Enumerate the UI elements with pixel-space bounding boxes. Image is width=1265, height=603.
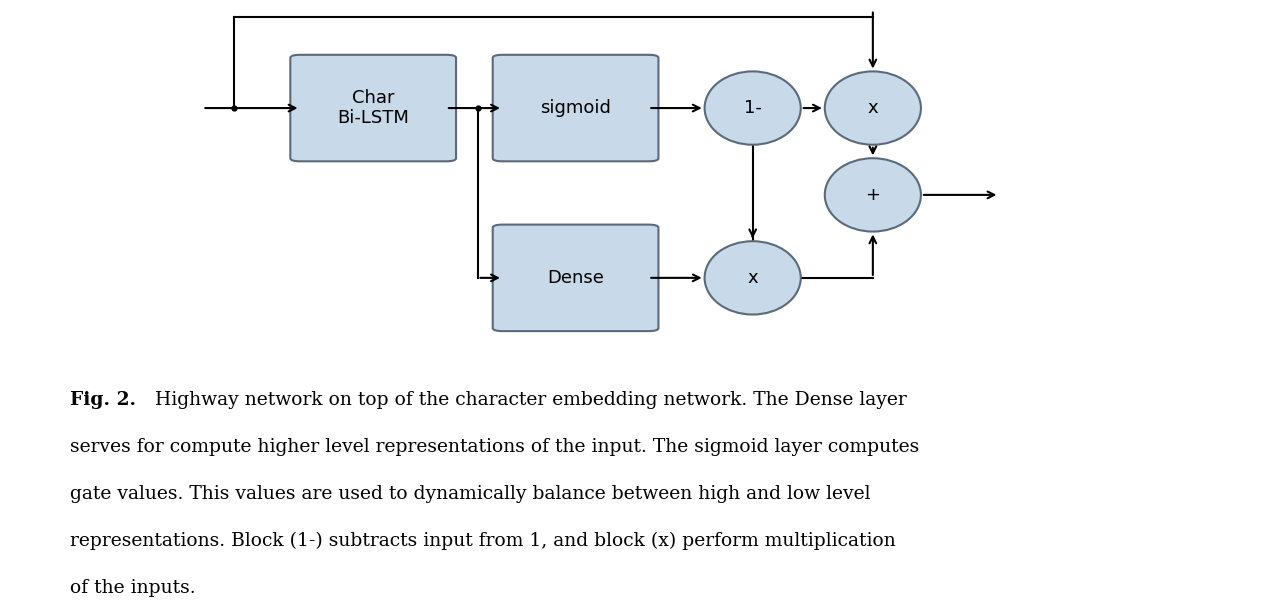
Text: Highway network on top of the character embedding network. The Dense layer: Highway network on top of the character … (149, 391, 907, 409)
Text: Fig. 2.: Fig. 2. (70, 391, 135, 409)
Text: Char
Bi-LSTM: Char Bi-LSTM (338, 89, 409, 127)
Text: 1-: 1- (744, 99, 762, 117)
Text: representations. Block (1-) subtracts input from 1, and block (x) perform multip: representations. Block (1-) subtracts in… (70, 532, 896, 550)
FancyBboxPatch shape (493, 224, 658, 331)
Ellipse shape (825, 158, 921, 232)
Text: Dense: Dense (548, 269, 603, 287)
Ellipse shape (705, 241, 801, 315)
Text: x: x (868, 99, 878, 117)
Ellipse shape (825, 71, 921, 145)
Text: x: x (748, 269, 758, 287)
Ellipse shape (705, 71, 801, 145)
Text: gate values. This values are used to dynamically balance between high and low le: gate values. This values are used to dyn… (70, 485, 870, 503)
Text: serves for compute higher level representations of the input. The sigmoid layer : serves for compute higher level represen… (70, 438, 918, 456)
Text: of the inputs.: of the inputs. (70, 579, 195, 597)
Text: sigmoid: sigmoid (540, 99, 611, 117)
FancyBboxPatch shape (290, 55, 455, 162)
Text: +: + (865, 186, 880, 204)
FancyBboxPatch shape (493, 55, 658, 162)
